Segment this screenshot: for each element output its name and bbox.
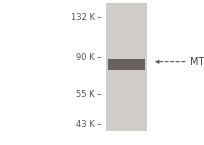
Text: 43 K –: 43 K – (76, 120, 102, 129)
Text: 132 K –: 132 K – (71, 13, 102, 22)
Text: 55 K –: 55 K – (76, 90, 102, 99)
Bar (106, 3, 147, 130)
Bar (108, 59, 145, 70)
Text: 90 K –: 90 K – (76, 54, 102, 62)
Text: MTSS1: MTSS1 (190, 57, 204, 67)
